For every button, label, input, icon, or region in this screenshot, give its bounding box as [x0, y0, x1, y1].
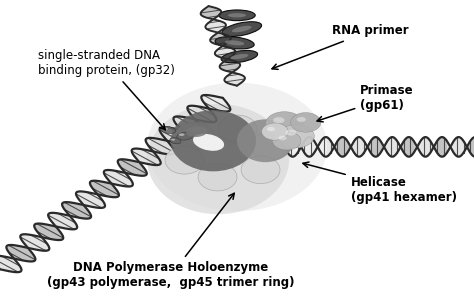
Polygon shape — [210, 33, 231, 46]
Ellipse shape — [177, 132, 193, 140]
Ellipse shape — [278, 125, 314, 148]
Ellipse shape — [265, 112, 303, 136]
Ellipse shape — [291, 113, 321, 132]
Polygon shape — [90, 181, 119, 197]
Polygon shape — [6, 245, 36, 262]
Ellipse shape — [278, 136, 287, 140]
Polygon shape — [350, 137, 366, 157]
Ellipse shape — [170, 138, 181, 144]
Text: Helicase
(gp41 hexamer): Helicase (gp41 hexamer) — [303, 162, 457, 204]
Polygon shape — [146, 138, 174, 155]
Ellipse shape — [171, 139, 175, 141]
Text: DNA Polymerase Holoenzyme
(gp43 polymerase,  gp45 trimer ring): DNA Polymerase Holoenzyme (gp43 polymera… — [47, 193, 294, 289]
Polygon shape — [48, 213, 77, 230]
Ellipse shape — [186, 126, 207, 137]
Ellipse shape — [232, 26, 252, 32]
Ellipse shape — [297, 117, 306, 122]
Ellipse shape — [222, 22, 262, 36]
Polygon shape — [0, 256, 21, 272]
Polygon shape — [201, 6, 221, 20]
Polygon shape — [317, 137, 333, 157]
Ellipse shape — [262, 123, 288, 140]
Polygon shape — [34, 223, 63, 240]
Ellipse shape — [215, 37, 254, 49]
Ellipse shape — [230, 54, 248, 59]
Ellipse shape — [165, 147, 204, 174]
Ellipse shape — [147, 104, 289, 214]
Ellipse shape — [251, 132, 290, 159]
Ellipse shape — [285, 130, 296, 136]
Text: Primase
(gp61): Primase (gp61) — [317, 84, 414, 122]
Polygon shape — [173, 116, 202, 133]
Ellipse shape — [193, 134, 224, 151]
Ellipse shape — [267, 127, 275, 131]
Ellipse shape — [241, 156, 280, 184]
Ellipse shape — [219, 10, 255, 21]
Polygon shape — [415, 137, 431, 157]
Text: single-stranded DNA
binding protein, (gp32): single-stranded DNA binding protein, (gp… — [38, 49, 175, 130]
Ellipse shape — [175, 122, 214, 150]
Polygon shape — [284, 137, 301, 157]
Ellipse shape — [273, 117, 284, 123]
Ellipse shape — [225, 40, 245, 45]
Polygon shape — [160, 127, 189, 144]
Polygon shape — [465, 137, 474, 157]
Polygon shape — [187, 106, 217, 122]
Polygon shape — [334, 137, 349, 157]
Text: RNA primer: RNA primer — [272, 24, 409, 69]
Polygon shape — [132, 148, 161, 165]
Polygon shape — [215, 46, 236, 59]
Ellipse shape — [179, 133, 184, 136]
Polygon shape — [224, 73, 245, 86]
Ellipse shape — [171, 110, 256, 171]
Polygon shape — [399, 137, 415, 157]
Polygon shape — [201, 95, 230, 112]
Polygon shape — [20, 234, 49, 251]
Ellipse shape — [221, 50, 258, 63]
Polygon shape — [205, 20, 226, 33]
Ellipse shape — [218, 115, 257, 143]
Ellipse shape — [273, 132, 301, 150]
Ellipse shape — [163, 128, 168, 130]
Polygon shape — [118, 159, 147, 176]
Polygon shape — [383, 137, 399, 157]
Ellipse shape — [161, 126, 175, 134]
Polygon shape — [76, 192, 105, 208]
Polygon shape — [432, 137, 447, 157]
Ellipse shape — [147, 83, 327, 211]
Polygon shape — [301, 137, 317, 157]
Ellipse shape — [237, 119, 294, 162]
Polygon shape — [366, 137, 382, 157]
Ellipse shape — [228, 13, 246, 17]
Polygon shape — [62, 202, 91, 219]
Ellipse shape — [198, 163, 237, 191]
Polygon shape — [448, 137, 464, 157]
Polygon shape — [219, 59, 240, 73]
Polygon shape — [104, 170, 133, 186]
